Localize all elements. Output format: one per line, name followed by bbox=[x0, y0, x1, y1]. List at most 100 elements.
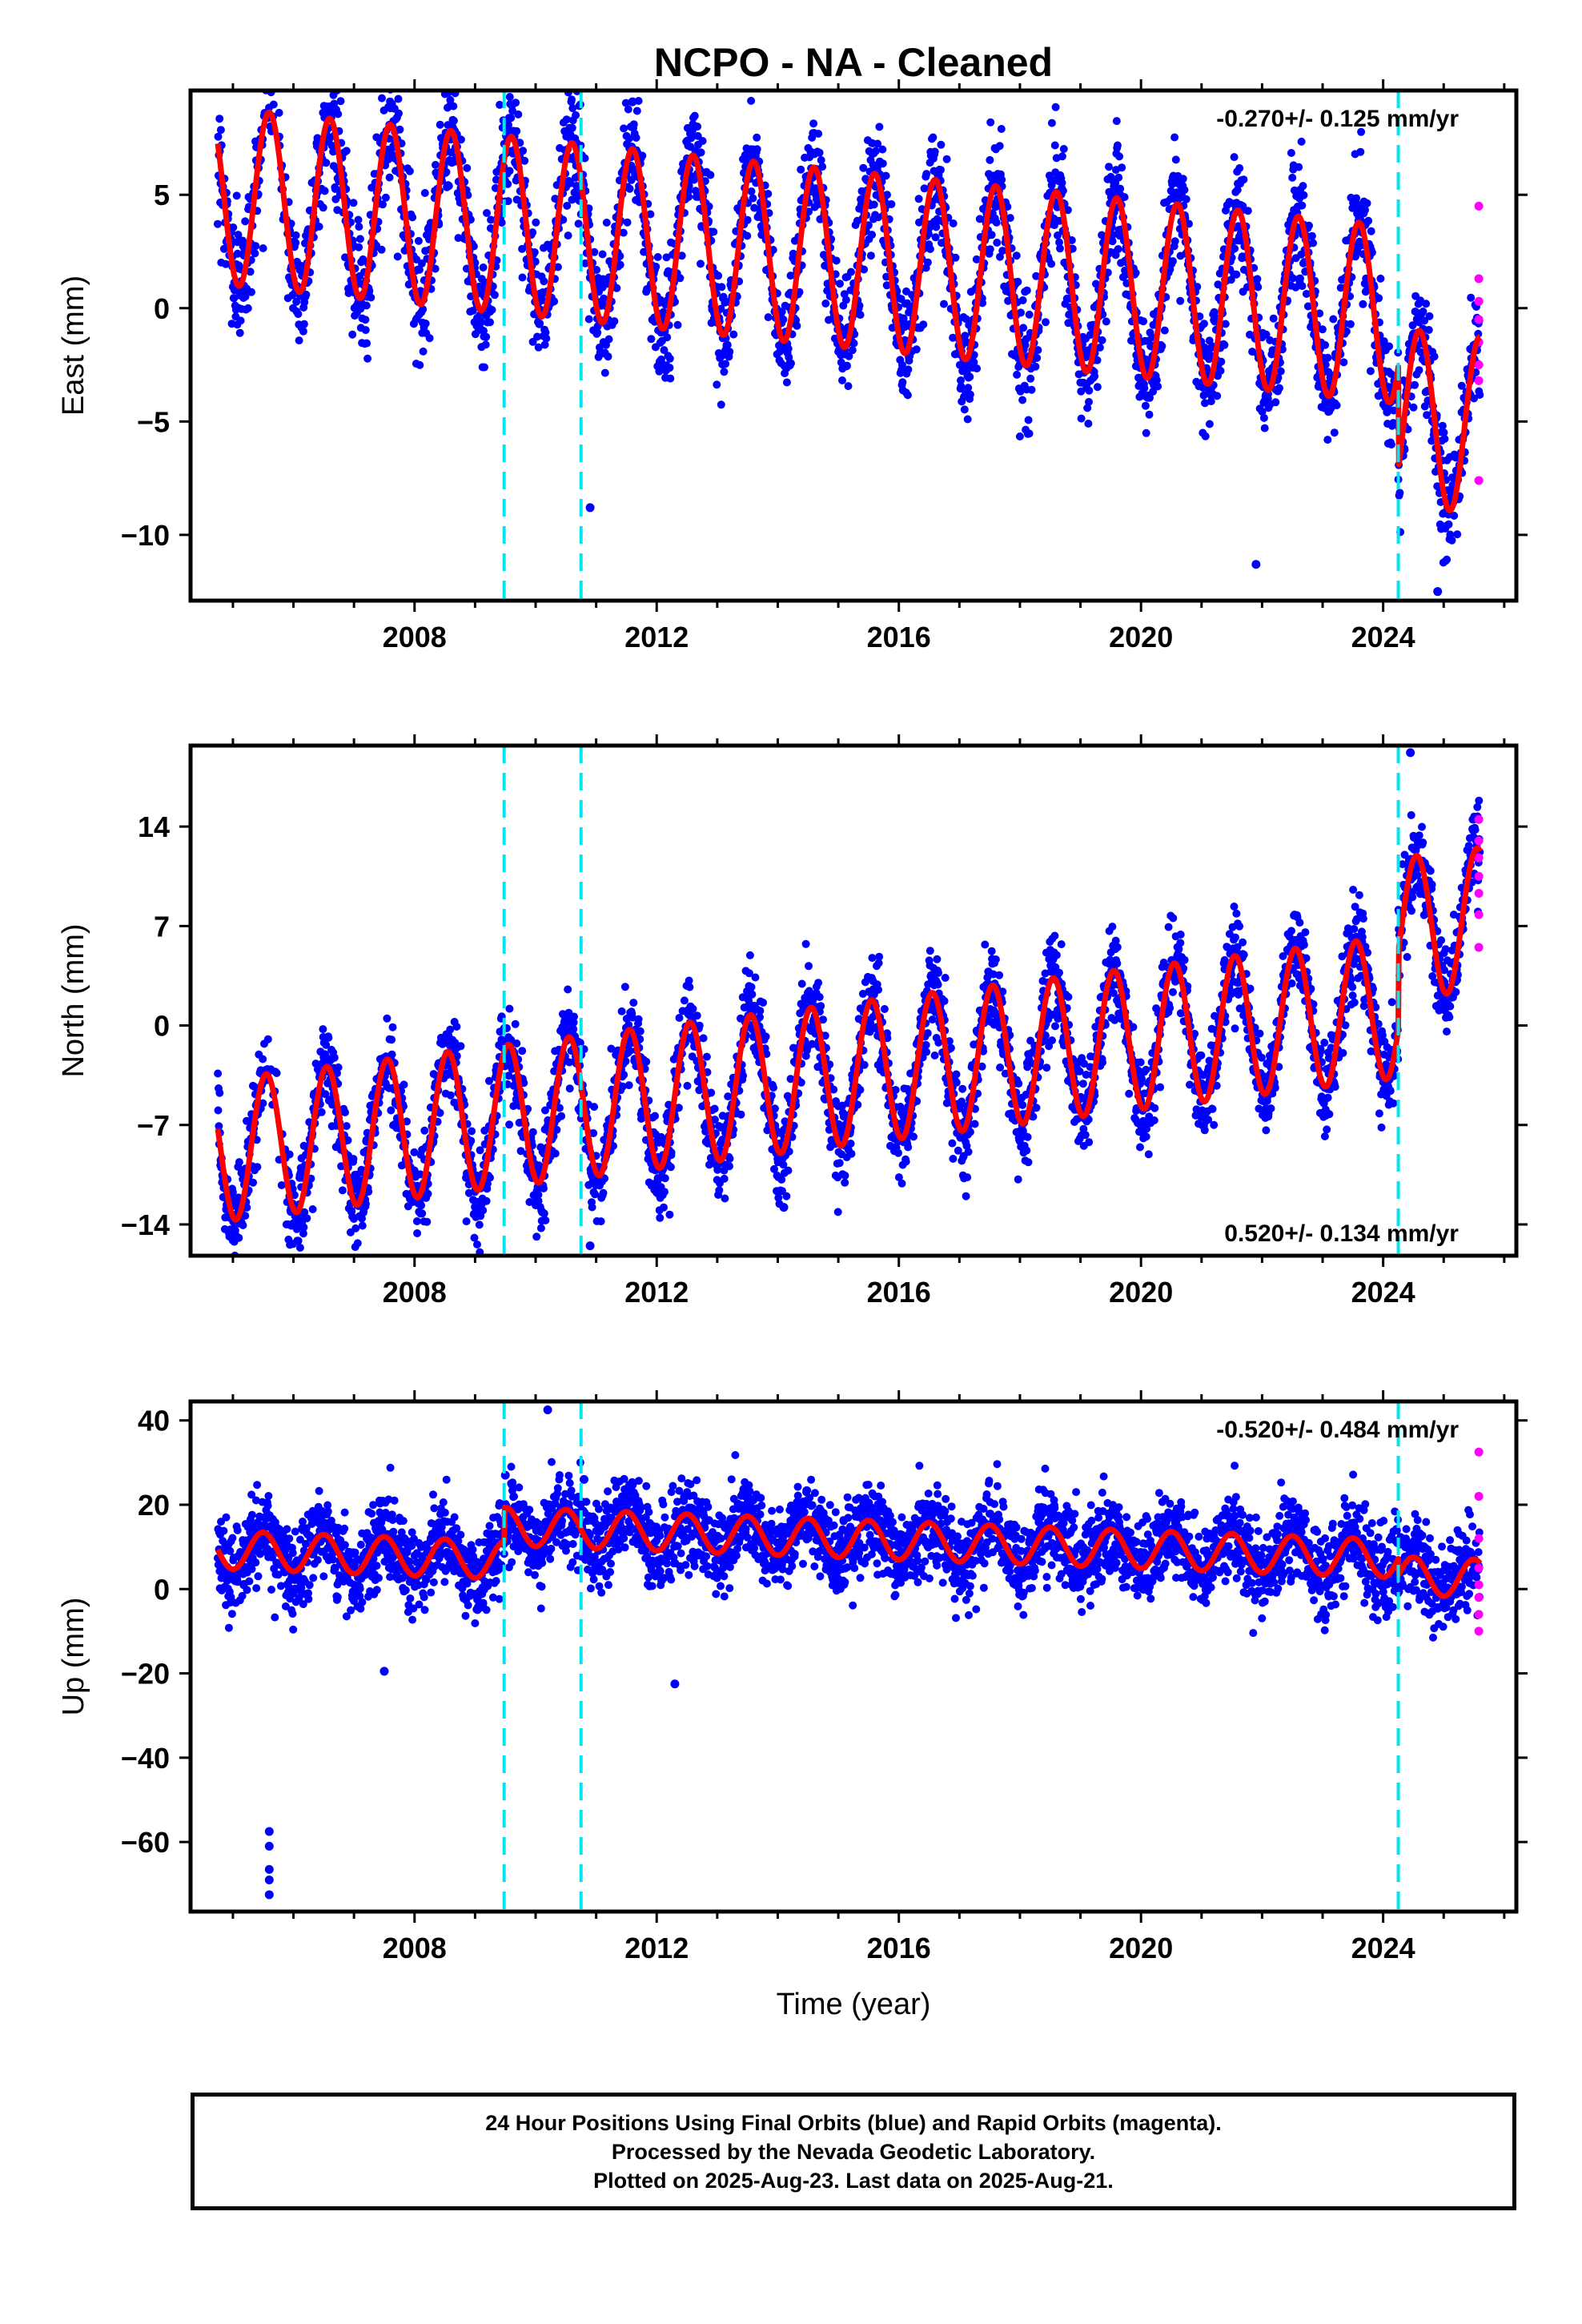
data-point bbox=[479, 263, 488, 271]
data-point bbox=[665, 364, 674, 372]
data-point bbox=[689, 1004, 697, 1013]
data-point bbox=[869, 200, 878, 209]
data-point bbox=[246, 267, 255, 276]
data-point bbox=[381, 193, 390, 202]
data-point bbox=[541, 328, 550, 337]
data-point bbox=[1298, 282, 1307, 291]
data-point bbox=[1271, 398, 1280, 407]
data-point bbox=[942, 155, 951, 163]
data-point bbox=[1050, 141, 1059, 150]
data-point bbox=[688, 132, 697, 141]
data-point bbox=[354, 215, 363, 224]
data-point bbox=[417, 1201, 426, 1210]
data-point bbox=[251, 249, 259, 258]
data-point bbox=[542, 334, 551, 343]
data-point bbox=[1063, 206, 1072, 215]
data-point bbox=[1253, 275, 1262, 283]
data-point bbox=[848, 346, 857, 355]
data-point bbox=[251, 242, 260, 251]
data-point bbox=[815, 148, 824, 157]
data-point bbox=[551, 1149, 560, 1158]
data-point bbox=[565, 1084, 574, 1093]
data-point bbox=[243, 304, 252, 312]
data-point bbox=[443, 74, 451, 82]
x-tick-label: 2020 bbox=[1109, 621, 1173, 653]
data-point bbox=[476, 318, 485, 327]
data-point bbox=[249, 1178, 258, 1187]
data-point bbox=[1098, 336, 1106, 344]
data-point bbox=[295, 1244, 304, 1252]
data-point bbox=[259, 1055, 267, 1063]
data-point bbox=[480, 363, 488, 372]
data-point bbox=[456, 135, 465, 144]
data-point bbox=[258, 62, 266, 70]
data-point bbox=[1033, 354, 1042, 362]
data-point bbox=[883, 191, 891, 199]
data-point bbox=[632, 134, 640, 142]
x-tick-label: 2024 bbox=[1351, 621, 1415, 653]
data-point bbox=[610, 317, 619, 326]
data-point bbox=[456, 1042, 465, 1051]
data-point bbox=[743, 215, 752, 224]
data-point bbox=[1105, 163, 1113, 171]
data-point bbox=[1444, 520, 1453, 529]
data-point bbox=[625, 184, 634, 193]
data-point bbox=[272, 1069, 281, 1077]
data-point bbox=[400, 1080, 408, 1089]
data-point bbox=[651, 1112, 660, 1120]
data-point bbox=[1006, 214, 1014, 223]
data-point bbox=[1411, 380, 1419, 389]
data-point bbox=[405, 167, 414, 175]
data-point bbox=[1232, 270, 1241, 279]
data-point bbox=[379, 200, 387, 209]
data-point bbox=[553, 263, 562, 271]
data-point bbox=[475, 1220, 484, 1229]
data-point bbox=[600, 294, 608, 303]
data-point bbox=[1217, 357, 1226, 366]
data-point bbox=[236, 316, 245, 325]
data-point bbox=[1113, 141, 1122, 150]
data-point bbox=[414, 236, 423, 245]
data-point bbox=[550, 297, 559, 306]
data-point bbox=[705, 202, 713, 211]
data-point bbox=[322, 159, 331, 167]
data-point bbox=[473, 1240, 481, 1248]
data-point bbox=[487, 215, 496, 224]
data-point bbox=[436, 120, 444, 129]
data-point bbox=[590, 247, 599, 256]
data-point bbox=[1366, 367, 1375, 376]
data-point bbox=[536, 319, 544, 328]
data-point bbox=[1356, 147, 1365, 156]
data-point bbox=[612, 283, 621, 292]
data-point bbox=[1375, 294, 1383, 303]
data-point bbox=[378, 94, 386, 103]
data-point bbox=[843, 361, 851, 370]
data-point bbox=[632, 107, 641, 115]
data-point bbox=[590, 1103, 599, 1112]
data-point bbox=[348, 330, 357, 339]
data-point bbox=[1170, 133, 1179, 142]
data-point bbox=[1376, 274, 1385, 283]
data-point bbox=[1025, 429, 1034, 438]
data-point bbox=[419, 347, 428, 356]
data-point bbox=[1346, 320, 1355, 328]
data-point bbox=[462, 1217, 471, 1226]
data-point bbox=[931, 233, 940, 242]
data-point bbox=[1067, 236, 1076, 244]
data-point bbox=[1026, 374, 1035, 383]
data-point bbox=[566, 179, 575, 187]
data-point bbox=[320, 187, 329, 195]
data-point bbox=[821, 300, 830, 308]
data-point bbox=[292, 297, 301, 306]
data-point bbox=[743, 231, 752, 240]
data-point bbox=[291, 239, 300, 247]
data-point bbox=[993, 239, 1002, 247]
data-point bbox=[216, 126, 225, 135]
data-point bbox=[1085, 397, 1093, 406]
data-point bbox=[951, 253, 960, 262]
data-point bbox=[446, 95, 455, 104]
data-point bbox=[341, 1108, 349, 1116]
data-point bbox=[519, 147, 528, 155]
data-point bbox=[617, 1007, 626, 1015]
